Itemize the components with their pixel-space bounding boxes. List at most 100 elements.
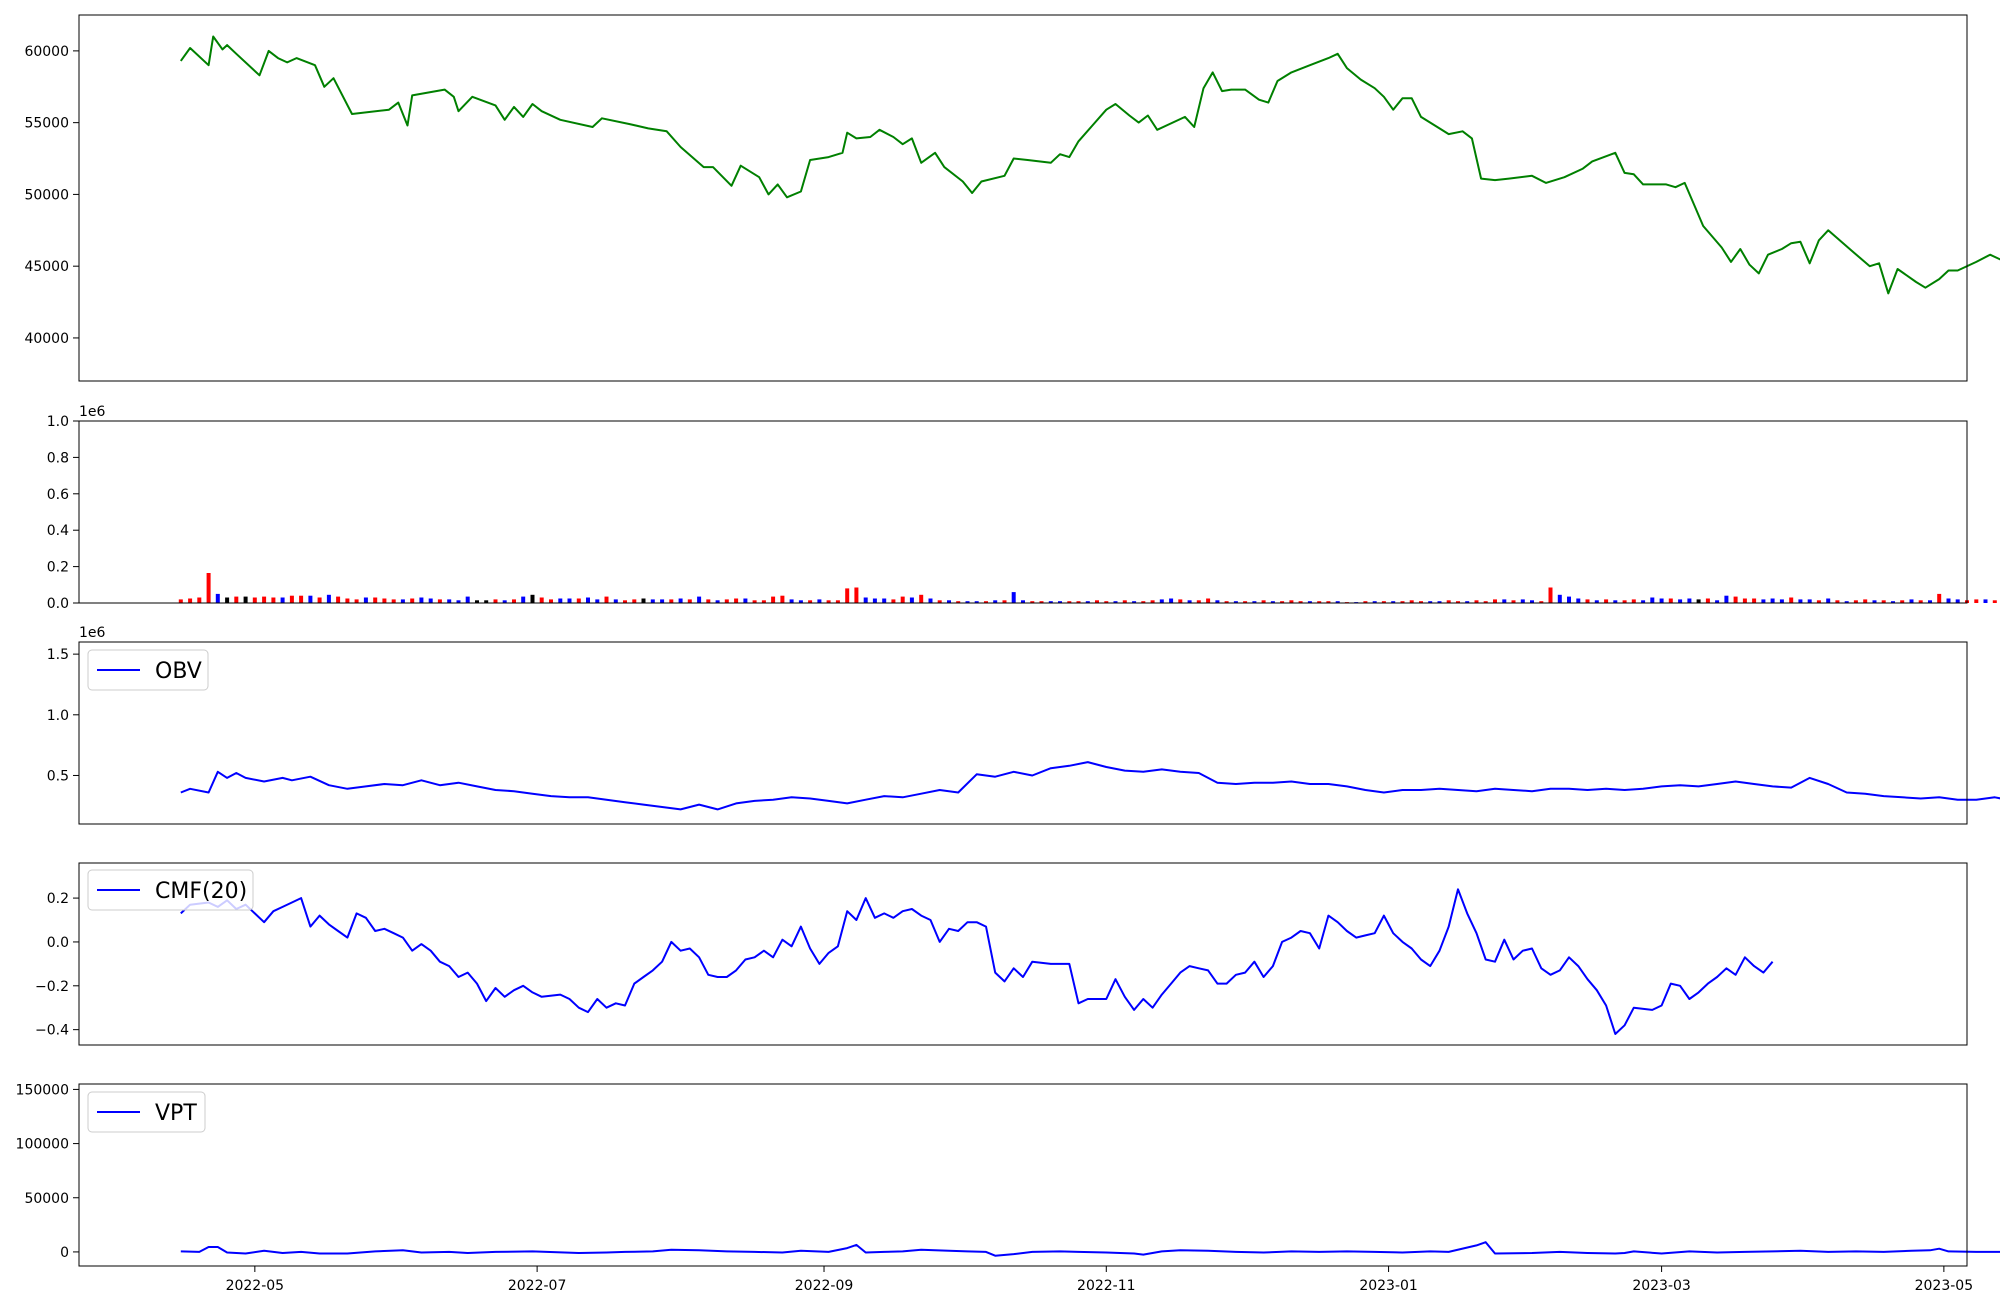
volume-bar bbox=[1733, 596, 1738, 603]
volume-bar bbox=[484, 600, 489, 603]
volume-bar bbox=[1187, 600, 1192, 603]
volume-bar bbox=[539, 597, 544, 603]
volume-bar bbox=[1974, 599, 1979, 603]
volume-bar bbox=[1567, 596, 1571, 603]
volume-bar bbox=[178, 599, 183, 603]
volume-bar bbox=[1474, 600, 1479, 603]
volume-bar bbox=[1872, 600, 1877, 603]
volume-bar bbox=[447, 599, 452, 603]
vpt-legend: VPT bbox=[87, 1091, 206, 1133]
volume-bar bbox=[437, 599, 442, 603]
vpt-y-tick-label: 150000 bbox=[16, 1082, 69, 1098]
volume-bar bbox=[1992, 600, 1997, 603]
volume-bar bbox=[1465, 601, 1470, 603]
volume-bar bbox=[1298, 601, 1303, 603]
volume-bar bbox=[1668, 598, 1673, 603]
volume-bar bbox=[1270, 601, 1275, 603]
volume-bar bbox=[1539, 601, 1544, 603]
volume-bar bbox=[1918, 600, 1923, 603]
volume-bar bbox=[808, 600, 813, 603]
volume-bar bbox=[188, 598, 193, 603]
volume-bar bbox=[1428, 601, 1433, 603]
volume-bar bbox=[771, 596, 776, 603]
volume-bar bbox=[706, 599, 711, 603]
volume-bar bbox=[1437, 601, 1442, 603]
volume-bar bbox=[817, 599, 822, 603]
volume-bar bbox=[780, 595, 785, 603]
volume-bar bbox=[243, 596, 248, 603]
volume-bar bbox=[428, 598, 433, 603]
volume-bar bbox=[1752, 598, 1757, 603]
cmf-legend-box bbox=[87, 869, 254, 911]
volume-y-tick-label: 0.6 bbox=[47, 487, 69, 503]
volume-bar bbox=[576, 598, 581, 603]
volume-bar bbox=[299, 595, 304, 603]
volume-bar bbox=[1372, 601, 1377, 603]
volume-bar bbox=[1085, 601, 1090, 603]
volume-bar bbox=[1983, 599, 1988, 603]
volume-y-axis: 0.0 0.2 0.4 0.6 0.8 1.0 bbox=[47, 414, 79, 612]
obv-series-line bbox=[180, 761, 2000, 811]
price-marks bbox=[179, 35, 2000, 295]
volume-bar bbox=[1224, 601, 1229, 603]
volume-bar bbox=[1335, 601, 1340, 603]
volume-bar bbox=[882, 598, 887, 603]
volume-bar bbox=[271, 597, 276, 603]
volume-bar bbox=[382, 598, 387, 603]
volume-bar bbox=[1095, 600, 1099, 603]
volume-bar bbox=[1002, 600, 1007, 603]
volume-bar bbox=[410, 598, 415, 603]
volume-bar bbox=[761, 600, 766, 603]
volume-bar bbox=[891, 599, 896, 603]
volume-bar bbox=[1261, 600, 1266, 603]
vpt-marks bbox=[180, 1241, 2000, 1257]
volume-bar bbox=[1446, 600, 1451, 603]
volume-bar bbox=[1493, 599, 1497, 603]
obv-axes-frame bbox=[78, 641, 1968, 825]
volume-bar bbox=[687, 599, 692, 603]
volume-bar bbox=[252, 597, 257, 603]
volume-bar bbox=[558, 598, 563, 603]
x-tick-label: 2023-05 bbox=[1915, 1278, 1974, 1294]
volume-bar bbox=[623, 600, 627, 603]
x-tick-label: 2022-11 bbox=[1077, 1278, 1136, 1294]
cmf-y-tick-label: −0.2 bbox=[35, 979, 69, 995]
volume-bar bbox=[974, 601, 979, 603]
price-y-tick-label: 50000 bbox=[24, 187, 69, 203]
x-tick-label: 2022-05 bbox=[226, 1278, 285, 1294]
volume-bar bbox=[1511, 600, 1516, 603]
volume-bar bbox=[1715, 600, 1720, 603]
price-series-line bbox=[179, 35, 2000, 295]
volume-bar bbox=[1881, 600, 1886, 603]
volume-bar bbox=[280, 597, 285, 603]
price-panel: 40000 45000 50000 55000 60000 bbox=[24, 14, 2000, 382]
x-tick-label: 2023-03 bbox=[1632, 1278, 1691, 1294]
obv-offset-label: 1e6 bbox=[79, 625, 106, 641]
volume-y-tick-label: 0.2 bbox=[47, 560, 69, 576]
volume-bar bbox=[1613, 600, 1618, 603]
obv-y-tick-label: 1.0 bbox=[47, 708, 69, 724]
volume-bar bbox=[1853, 600, 1858, 603]
volume-bar bbox=[419, 597, 424, 603]
volume-bar bbox=[1928, 600, 1932, 603]
volume-bar bbox=[1280, 601, 1285, 603]
price-y-tick-label: 55000 bbox=[24, 116, 69, 132]
volume-bar bbox=[1659, 598, 1664, 603]
volume-bar bbox=[1622, 600, 1627, 603]
volume-y-tick-label: 0.0 bbox=[47, 596, 69, 612]
volume-bar bbox=[317, 597, 322, 603]
volume-bar bbox=[1650, 597, 1655, 603]
cmf-series-line-1 bbox=[180, 888, 1774, 1035]
volume-bar bbox=[345, 598, 350, 603]
volume-bar bbox=[650, 599, 655, 603]
volume-bar bbox=[604, 596, 609, 603]
volume-bar bbox=[1761, 599, 1766, 603]
volume-bar bbox=[1419, 601, 1423, 603]
price-axes-frame bbox=[78, 14, 1968, 382]
volume-bar bbox=[1021, 600, 1025, 603]
volume-bar bbox=[752, 600, 757, 603]
volume-bar bbox=[493, 599, 498, 603]
volume-bar bbox=[1011, 592, 1016, 603]
volume-bar bbox=[1604, 599, 1609, 603]
